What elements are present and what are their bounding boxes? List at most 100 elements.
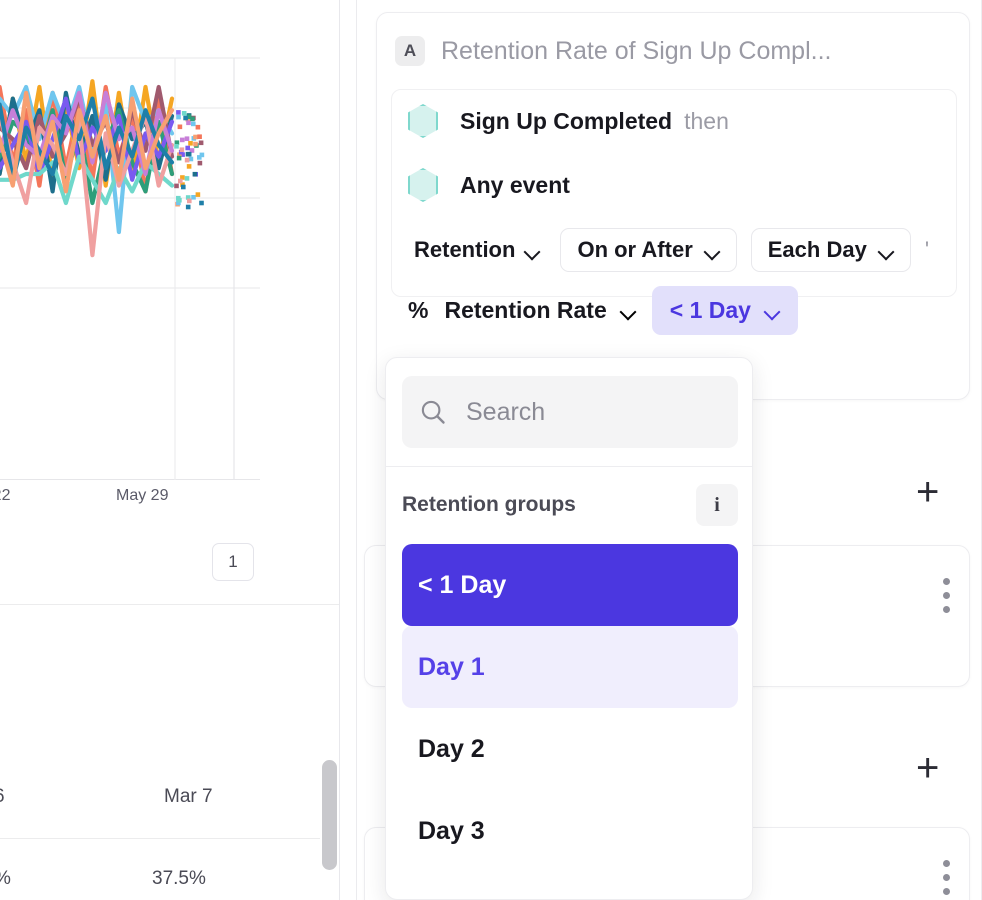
dropdown-option-day-3[interactable]: Day 3 [402,790,738,872]
table-value-label: 37.5% [152,868,206,889]
dropdown-option-day-2[interactable]: Day 2 [402,708,738,790]
table-value-partial: % [0,868,11,890]
chart-scatter-dot [185,145,190,151]
kebab-menu-icon[interactable] [943,860,951,895]
chart-series-line [0,96,175,182]
event-name: Any event [460,171,570,198]
chart-scatter-dot [199,152,205,158]
dropdown-option-lt-1-day[interactable]: < 1 Day [402,544,738,626]
add-card-button-2[interactable]: + [916,746,940,790]
event-row-2[interactable]: Any event [408,168,570,202]
right-panel-left-border [356,0,357,900]
chart-scatter-dot [188,156,194,162]
chevron-down-icon [705,246,720,255]
chart-series-line [0,90,175,194]
chart-scatter-dot [191,121,196,127]
table-row-divider [0,838,320,839]
query-controls-row: Retention On or After Each Day ' [408,228,935,272]
chart-scatter-dot [191,195,196,200]
option-label: Day 2 [418,734,485,763]
dropdown-option-list: < 1 Day Day 1 Day 2 Day 3 [402,544,738,872]
chart-scatter-dot [177,152,182,157]
chart-series-line [0,90,175,177]
chart-scatter-dot [178,149,184,155]
chart-scatter-dot [187,198,192,204]
chart-scatter-dot [180,137,185,143]
query-card-header: A Retention Rate of Sign Up Compl... [377,13,969,89]
chart-scatter-dot [188,141,193,146]
info-icon[interactable]: i [696,484,738,526]
query-letter: A [403,41,417,60]
percent-icon: % [408,297,429,323]
chart-scatter-dot [181,111,187,116]
control-label: Retention [414,237,516,262]
kebab-menu-icon[interactable] [943,578,951,613]
chart-scatter-dot [180,175,185,180]
dropdown-group-header: Retention groups i [402,480,738,530]
retention-line-chart [0,57,260,480]
panel-border [339,0,340,900]
chart-scatter-dot [177,124,183,130]
chart-scatter-dot [189,148,195,153]
control-each-day[interactable]: Each Day [750,228,911,272]
vertical-scrollbar-thumb[interactable] [322,760,337,870]
chart-series-line [0,154,175,206]
option-label: Day 1 [418,652,485,681]
chart-scatter-dot [185,195,191,200]
chart-scatter-dot [186,164,192,169]
chart-scatter-dot [177,197,182,203]
chart-scatter-dot [197,160,203,166]
retention-group-dropdown: Retention groups i < 1 Day Day 1 Day 2 D… [385,357,753,900]
chart-scatter-dot [195,124,201,130]
search-field[interactable] [402,376,738,448]
chart-scatter-dot [185,151,191,157]
page-number: 1 [228,552,238,571]
chart-scatter-dot [193,141,198,147]
add-card-button-1[interactable]: + [916,470,940,514]
pagination-page-1[interactable]: 1 [212,543,254,581]
x-tick-label: May 29 [116,487,169,504]
chart-scatter-dot [181,184,186,190]
dropdown-separator [386,466,752,467]
chart-scatter-dot [184,157,190,163]
chart-scatter-dot [176,114,181,120]
chart-scatter-dot [197,134,202,139]
event-name: Sign Up Completed [460,107,673,134]
chart-scatter-dot [186,120,191,126]
retention-group-value: < 1 Day [669,297,751,323]
left-chart-panel: May 22 May 29 1 6 Mar 7 % 37.5% [0,0,340,900]
search-input[interactable] [466,397,716,427]
event-row-1[interactable]: Sign Up Completed then [408,104,729,138]
x-tick-label: May 22 [0,487,11,504]
control-on-or-after[interactable]: On or After [560,228,737,272]
hexagon-icon [408,104,438,138]
control-clipped[interactable]: ' [924,237,930,262]
chart-scatter-dot [179,147,185,152]
chart-scatter-dot [186,114,192,119]
chart-scatter-dot [180,182,185,187]
chart-scatter-dot [197,155,202,160]
query-title[interactable]: Retention Rate of Sign Up Compl... [441,36,832,65]
chart-scatter-dot [174,144,179,149]
metric-name: Retention Rate [444,297,607,323]
retention-group-chip[interactable]: < 1 Day [651,286,798,335]
panel-divider [0,604,340,605]
chart-x-axis: May 22 May 29 [0,483,260,523]
retention-groups-label: Retention groups [402,493,576,516]
chart-scatter-dot [180,152,185,157]
chart-scatter-dot [185,204,191,210]
dropdown-option-day-1[interactable]: Day 1 [402,626,738,708]
search-icon [421,400,445,424]
chart-scatter-dot [184,136,190,141]
chart-scatter-dot [176,110,181,115]
metric-row: % Retention Rate < 1 Day [408,286,798,335]
chart-scatter-dot [176,155,182,161]
chart-series-line [0,96,175,182]
control-retention-type[interactable]: Retention [408,233,546,267]
metric-selector[interactable]: Retention Rate [444,297,635,324]
chart-scatter-dot [174,140,180,145]
chart-scatter-dot [178,178,183,184]
query-letter-badge[interactable]: A [395,36,425,66]
option-label: < 1 Day [418,570,507,599]
query-steps-container: Sign Up Completed then Any event Retenti… [391,89,957,335]
